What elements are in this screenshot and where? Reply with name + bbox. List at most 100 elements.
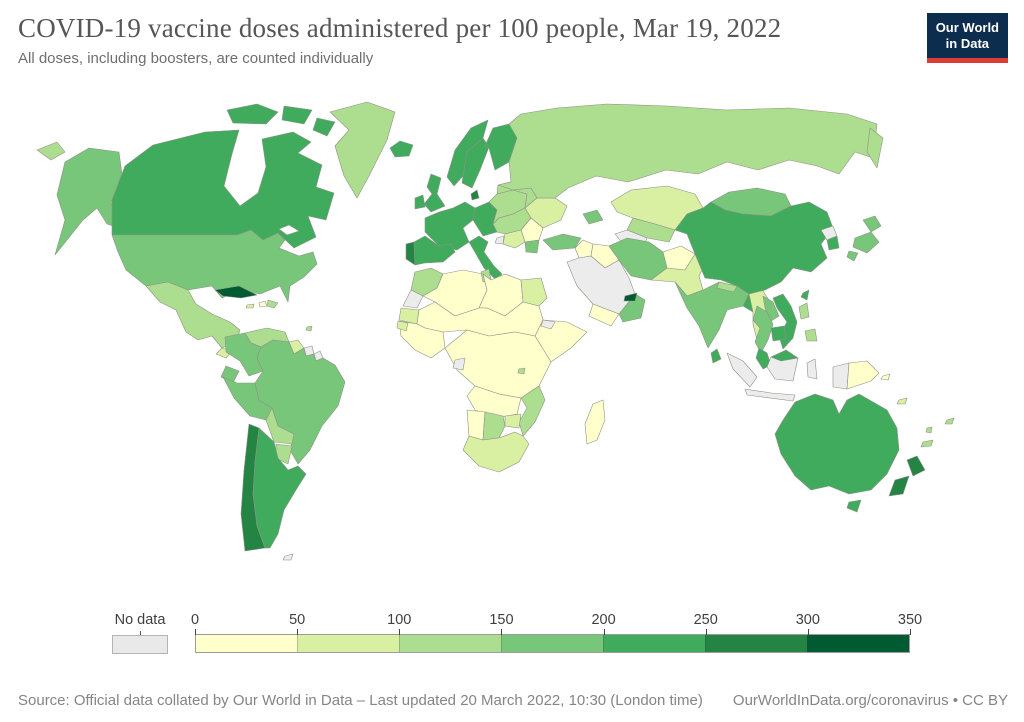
map-region-indonesia-sumatra[interactable] (726, 352, 758, 388)
map-region-new-caledonia[interactable] (920, 439, 934, 448)
map-region-denmark[interactable] (470, 189, 480, 201)
map-region-sweden[interactable] (461, 137, 490, 189)
map-region-fiji[interactable] (944, 417, 955, 425)
map-region-philippines[interactable] (804, 328, 818, 342)
map-region-bosnia[interactable] (494, 235, 505, 245)
page-title: COVID-19 vaccine doses administered per … (18, 13, 782, 43)
map-region-solomon-islands[interactable] (896, 397, 908, 405)
world-map (27, 90, 997, 602)
map-region-france[interactable] (424, 201, 476, 251)
map-region-laos[interactable] (762, 295, 780, 322)
legend-bin-50-100[interactable] (297, 635, 399, 652)
legend-tick-mark (297, 629, 299, 635)
map-region-spain[interactable] (413, 235, 456, 266)
footer-link[interactable]: OurWorldInData.org/coronavirus • CC BY (732, 692, 1008, 709)
map-region-portugal[interactable] (405, 241, 416, 266)
legend-tick-mark (501, 629, 503, 635)
map-region-ireland[interactable] (414, 194, 426, 210)
legend-bin-150-200[interactable] (501, 635, 603, 652)
map-region-botswana[interactable] (482, 411, 506, 441)
map-region-indonesia-papua[interactable] (832, 362, 850, 390)
map-region-central-africa[interactable] (444, 329, 552, 399)
map-region-western-sahara[interactable] (402, 289, 424, 309)
legend-bin-300-350[interactable] (807, 635, 909, 652)
legend-no-data-swatch[interactable] (112, 635, 168, 654)
map-region-eritrea[interactable] (540, 319, 556, 330)
map-region-rwanda[interactable] (517, 367, 526, 375)
map-region-canada-arctic[interactable] (312, 117, 336, 137)
map-region-new-britain[interactable] (880, 373, 891, 381)
map-region-new-zealand[interactable] (888, 475, 910, 497)
owid-logo[interactable]: Our World in Data (926, 13, 1008, 63)
legend-tick-50: 50 (289, 612, 306, 628)
map-legend: No data 0 50 100 150 200 250 300 350 (112, 612, 922, 662)
map-region-egypt[interactable] (520, 277, 548, 307)
legend-tick-mark (399, 629, 401, 635)
map-region-russia-kamchatka[interactable] (866, 127, 884, 169)
map-region-philippines[interactable] (798, 302, 810, 320)
map-region-sri-lanka[interactable] (710, 348, 722, 364)
map-region-nepal[interactable] (716, 281, 738, 293)
map-region-caucasus[interactable] (582, 209, 604, 225)
map-region-australia[interactable] (774, 393, 900, 495)
map-region-china[interactable] (674, 201, 834, 295)
map-region-cuba[interactable] (214, 285, 258, 299)
map-region-russia-chukotka[interactable] (36, 141, 66, 161)
map-region-jamaica[interactable] (245, 303, 255, 309)
map-region-uae[interactable] (623, 292, 638, 302)
map-region-vanuatu[interactable] (925, 426, 933, 434)
legend-ticks: 0 50 100 150 200 250 300 350 (191, 612, 922, 635)
legend-tick-200: 200 (591, 612, 616, 628)
map-region-turkey[interactable] (542, 233, 582, 251)
map-region-indonesia-java[interactable] (744, 388, 796, 402)
map-region-germany[interactable] (472, 201, 498, 237)
map-region-italy[interactable] (468, 235, 503, 281)
map-region-namibia[interactable] (466, 409, 486, 441)
map-region-greece[interactable] (524, 239, 540, 254)
map-region-greenland[interactable] (329, 101, 396, 199)
map-region-argentina[interactable] (252, 427, 307, 549)
legend-bin-0-50[interactable] (196, 635, 297, 652)
map-region-canada-arctic[interactable] (226, 103, 279, 125)
map-region-malaysia-borneo[interactable] (770, 349, 799, 362)
map-region-japan[interactable] (852, 231, 880, 254)
map-region-taiwan[interactable] (800, 289, 810, 301)
map-region-iceland[interactable] (389, 140, 414, 158)
legend-bin-250-300[interactable] (705, 635, 807, 652)
map-region-zimbabwe[interactable] (504, 413, 522, 429)
map-region-cambodia[interactable] (770, 325, 787, 342)
map-region-madagascar[interactable] (584, 399, 606, 445)
map-region-south-korea[interactable] (826, 235, 840, 251)
map-region-saudi-arabia[interactable] (566, 255, 636, 315)
map-region-indonesia-sulawesi[interactable] (806, 358, 818, 380)
legend-bin-200-250[interactable] (603, 635, 705, 652)
map-region-pakistan[interactable] (650, 253, 708, 297)
map-region-new-zealand[interactable] (906, 455, 926, 477)
map-region-trinidad[interactable] (305, 325, 313, 332)
legend-no-data[interactable]: No data (112, 612, 168, 654)
map-region-japan[interactable] (862, 215, 882, 233)
map-region-canada-arctic[interactable] (281, 105, 313, 125)
map-region-bolivia[interactable] (265, 407, 295, 445)
header: COVID-19 vaccine doses administered per … (18, 13, 1008, 67)
map-region-russia[interactable] (497, 103, 878, 199)
map-region-falklands[interactable] (282, 553, 294, 561)
map-region-gabon[interactable] (452, 357, 466, 371)
map-region-senegal[interactable] (396, 320, 409, 332)
map-region-south-africa[interactable] (462, 431, 530, 473)
map-region-haiti[interactable] (258, 300, 268, 308)
map-region-japan[interactable] (846, 250, 859, 262)
map-region-tasmania[interactable] (846, 499, 862, 513)
map-region-yemen[interactable] (588, 303, 620, 327)
map-region-canada[interactable] (111, 129, 335, 249)
legend-tick-100: 100 (387, 612, 412, 628)
legend-tick-250: 250 (693, 612, 718, 628)
map-region-sahel-band[interactable] (416, 301, 544, 337)
owid-logo-line2: in Data (945, 36, 990, 51)
map-region-dominican-republic[interactable] (266, 299, 279, 309)
map-region-vietnam[interactable] (772, 293, 798, 350)
map-region-papua-new-guinea[interactable] (846, 360, 880, 390)
map-region-mozambique[interactable] (518, 385, 546, 437)
legend-bin-100-150[interactable] (399, 635, 501, 652)
map-region-united-kingdom[interactable] (423, 173, 446, 213)
